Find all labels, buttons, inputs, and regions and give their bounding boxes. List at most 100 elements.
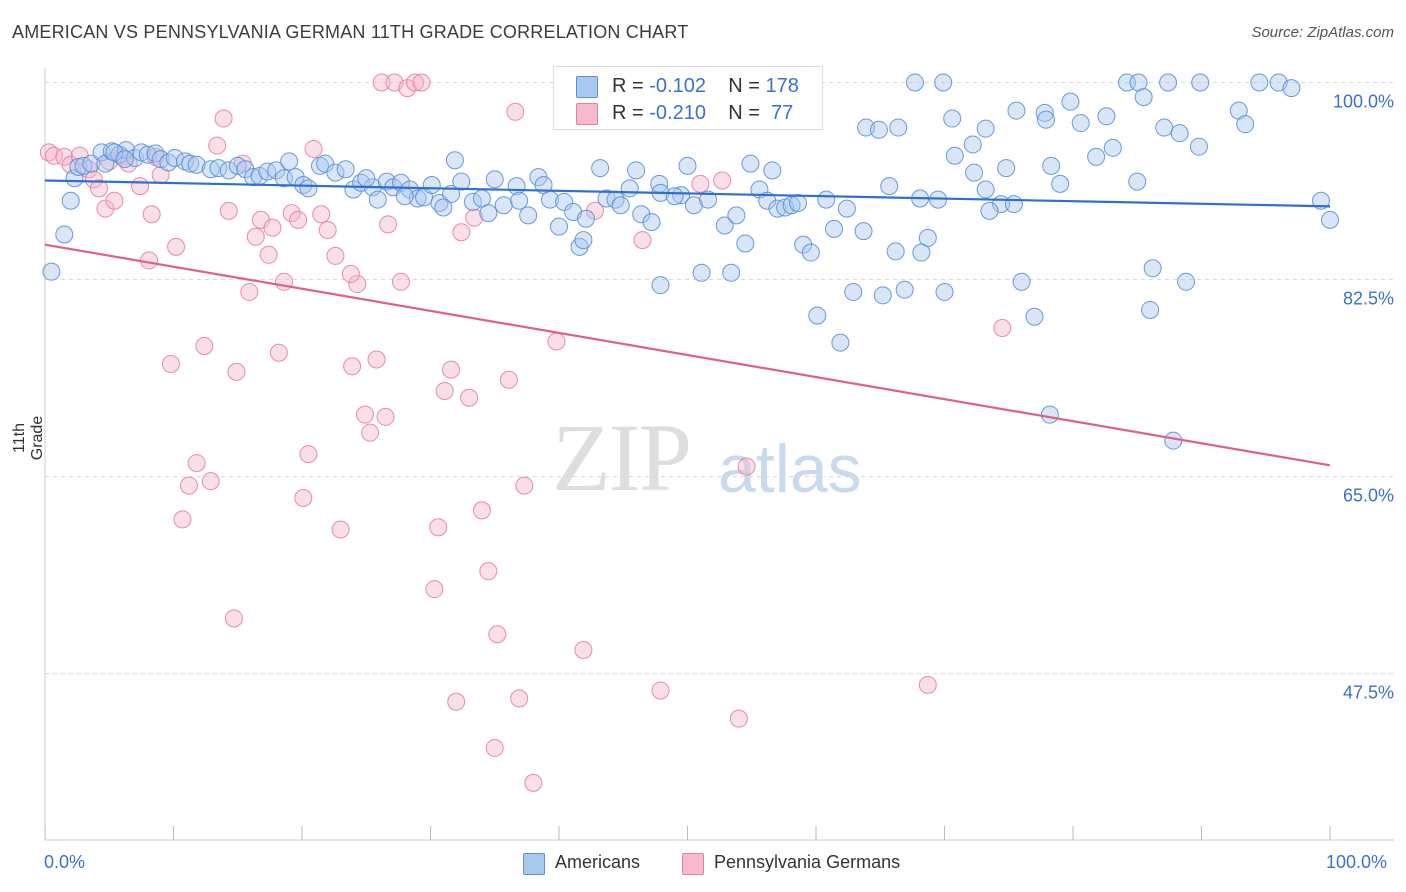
americans-point bbox=[267, 161, 286, 180]
pennsylvania-germans-point bbox=[713, 171, 732, 190]
pennsylvania-germans-point bbox=[331, 520, 350, 539]
legend-n-label: N = bbox=[728, 75, 766, 97]
pennsylvania-germans-point bbox=[341, 264, 360, 283]
americans-point bbox=[181, 154, 200, 173]
watermark-zip: ZIP bbox=[552, 404, 692, 511]
americans-point bbox=[574, 231, 593, 250]
pennsylvania-germans-point bbox=[227, 362, 246, 381]
americans-point bbox=[326, 163, 345, 182]
americans-point bbox=[1164, 431, 1183, 450]
pennsylvania-germans-point bbox=[633, 231, 652, 250]
americans-point bbox=[1040, 405, 1059, 424]
americans-point bbox=[1236, 115, 1255, 134]
americans-point bbox=[965, 163, 984, 182]
americans-point bbox=[808, 306, 827, 325]
americans-point bbox=[1061, 92, 1080, 111]
americans-point bbox=[1007, 101, 1026, 120]
americans-point bbox=[651, 276, 670, 295]
americans-point bbox=[82, 154, 101, 173]
pennsylvania-germans-point bbox=[442, 360, 461, 379]
legend-r-label: R = bbox=[612, 102, 650, 124]
pennsylvania-germans-point bbox=[412, 73, 431, 92]
americans-point bbox=[844, 282, 863, 301]
americans-point bbox=[1189, 137, 1208, 156]
americans-point bbox=[299, 179, 318, 198]
pennsylvania-germans-point bbox=[259, 245, 278, 264]
americans-point bbox=[280, 152, 299, 171]
americans-point bbox=[699, 190, 718, 209]
pennsylvania-germans-point bbox=[318, 221, 337, 240]
americans-point bbox=[1250, 73, 1269, 92]
pennsylvania-germans-point bbox=[585, 201, 604, 220]
americans-point bbox=[445, 151, 464, 170]
americans-point bbox=[146, 144, 165, 163]
americans-point bbox=[42, 262, 61, 281]
americans-point bbox=[943, 109, 962, 128]
pennsylvania-germans-point bbox=[429, 518, 448, 537]
legend-text-americans: R = -0.102 N = 178 bbox=[612, 75, 799, 98]
pennsylvania-germans-point bbox=[246, 227, 265, 246]
americans-point bbox=[873, 286, 892, 305]
chart-title: AMERICAN VS PENNSYLVANIA GERMAN 11TH GRA… bbox=[12, 22, 689, 42]
americans-point bbox=[817, 190, 836, 209]
americans-point bbox=[1159, 73, 1178, 92]
americans-point bbox=[880, 177, 899, 196]
americans-point bbox=[768, 199, 787, 218]
americans-point bbox=[485, 170, 504, 189]
americans-point bbox=[1170, 124, 1189, 143]
y-tick-label: 47.5% bbox=[1343, 683, 1394, 703]
americans-point bbox=[550, 217, 568, 236]
americans-point bbox=[275, 169, 294, 188]
pennsylvania-germans-point bbox=[219, 201, 238, 220]
americans-point bbox=[316, 154, 335, 173]
americans-point bbox=[905, 73, 924, 92]
legend-swatch-americans bbox=[576, 76, 598, 98]
americans-point bbox=[1103, 138, 1122, 157]
pennsylvania-germans-point bbox=[167, 237, 186, 256]
legend-n-label: N = bbox=[728, 102, 766, 124]
pennsylvania-germans-point bbox=[195, 336, 214, 355]
pennsylvania-germans-point bbox=[691, 174, 710, 193]
americans-point bbox=[912, 243, 931, 262]
americans-point bbox=[895, 280, 914, 299]
bottom-legend-swatch-americans bbox=[523, 853, 545, 875]
axes bbox=[44, 68, 1394, 841]
pennsylvania-germans-point bbox=[96, 199, 115, 218]
americans-point bbox=[1321, 210, 1339, 229]
americans-point bbox=[1155, 118, 1174, 137]
americans-point bbox=[434, 198, 453, 217]
pennsylvania-germans-point bbox=[289, 210, 308, 229]
americans-point bbox=[1025, 307, 1044, 326]
americans-point bbox=[494, 196, 513, 215]
pennsylvania-germans-point bbox=[367, 350, 386, 369]
stats-legend: R = -0.102 N = 178 R = -0.210 N = 77 bbox=[553, 66, 823, 130]
pennsylvania-germans-point bbox=[326, 246, 345, 265]
americans-point bbox=[997, 159, 1016, 178]
x-tick-left: 0.0% bbox=[44, 852, 86, 872]
americans-point bbox=[1177, 272, 1196, 291]
americans-point bbox=[452, 172, 471, 191]
legend-r-label: R = bbox=[612, 75, 650, 97]
pennsylvania-germans-point bbox=[361, 423, 380, 442]
americans-point bbox=[1128, 172, 1147, 191]
legend-n-value: 77 bbox=[765, 102, 794, 124]
americans-point bbox=[1097, 107, 1116, 126]
americans-point bbox=[105, 143, 124, 162]
pennsylvania-germans-point bbox=[294, 488, 313, 507]
americans-point bbox=[889, 118, 908, 137]
pennsylvania-germans-point bbox=[425, 580, 444, 599]
americans-point bbox=[344, 180, 363, 199]
pennsylvania-germans-point bbox=[379, 215, 398, 234]
pennsylvania-germans-point bbox=[737, 457, 756, 476]
pennsylvania-germans-point bbox=[488, 625, 507, 644]
americans-point bbox=[945, 146, 964, 165]
pennsylvania-germans-point bbox=[263, 218, 282, 237]
americans-point bbox=[1191, 73, 1210, 92]
americans-point bbox=[627, 161, 646, 180]
pennsylvania-germans-point bbox=[299, 445, 318, 464]
pennsylvania-germans-point bbox=[142, 205, 161, 224]
pennsylvania-germans-point bbox=[161, 355, 180, 373]
americans-point bbox=[61, 191, 80, 210]
pennsylvania-germans-point bbox=[406, 73, 425, 92]
